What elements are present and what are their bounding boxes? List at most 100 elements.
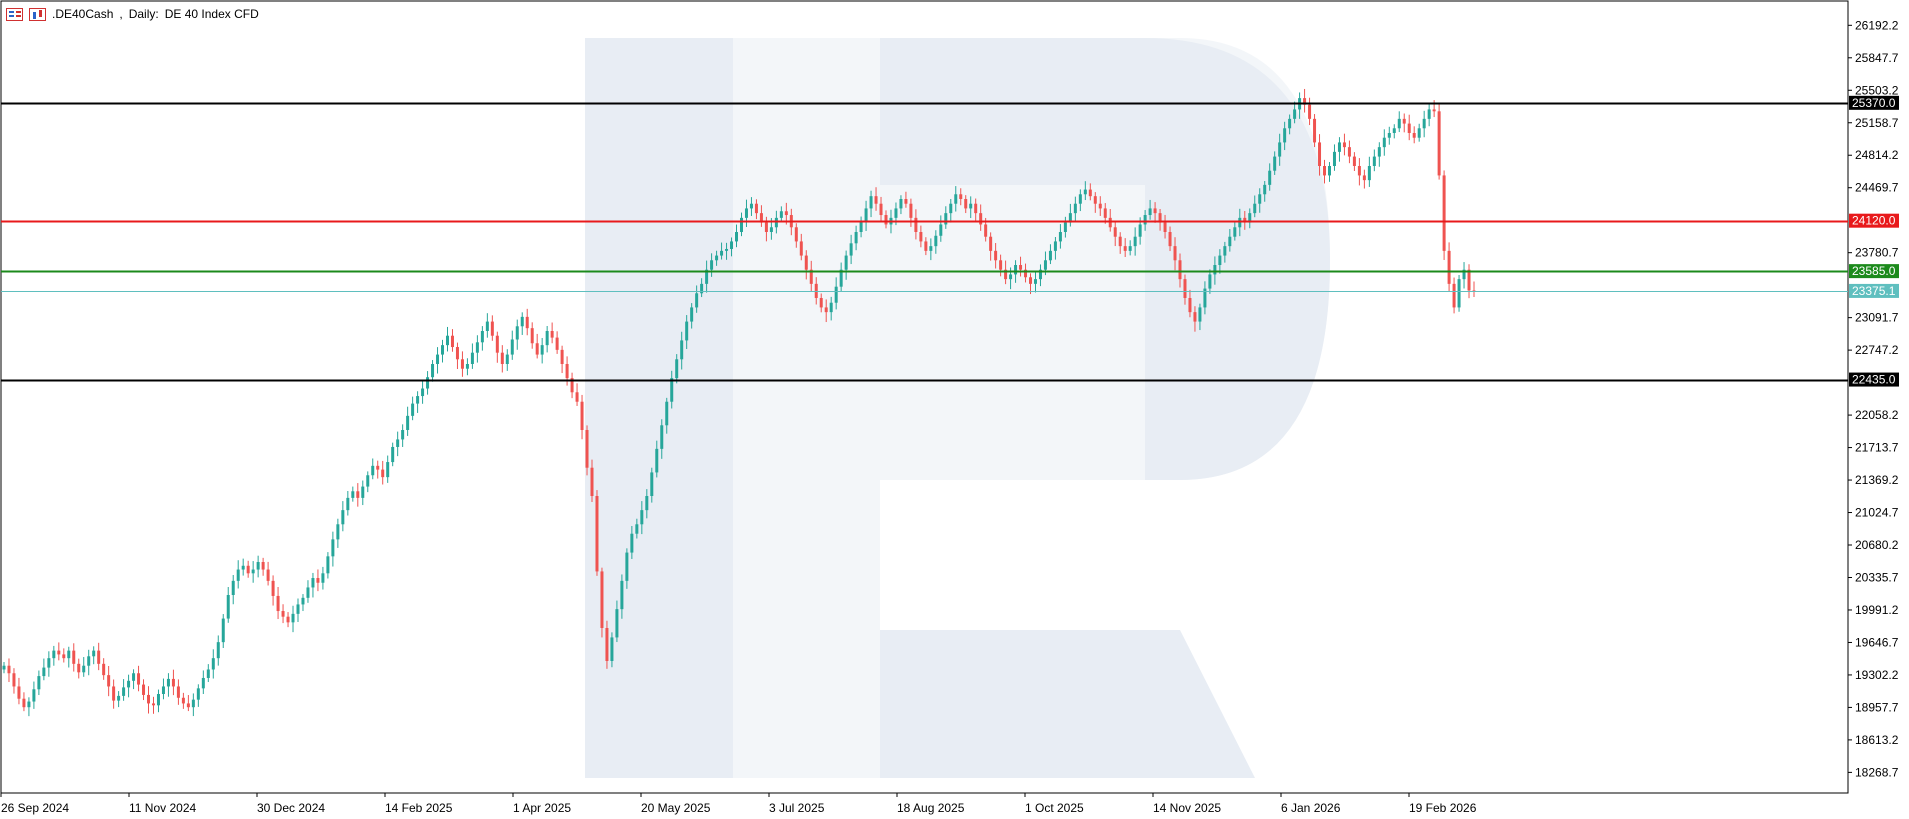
candle-body bbox=[1308, 104, 1312, 119]
candle-body bbox=[171, 678, 175, 687]
candle-body bbox=[426, 377, 430, 389]
candle-body bbox=[854, 232, 858, 244]
x-tick-label: 1 Apr 2025 bbox=[513, 801, 571, 815]
candle-body bbox=[475, 342, 479, 353]
candle-body bbox=[730, 241, 734, 249]
candle-body bbox=[1352, 156, 1356, 166]
candle-body bbox=[72, 650, 76, 664]
candle-body bbox=[251, 569, 255, 574]
candle-body bbox=[560, 349, 564, 364]
candle-body bbox=[406, 415, 410, 430]
candle-body bbox=[1417, 128, 1421, 138]
table-icon[interactable] bbox=[6, 7, 23, 21]
candle-body bbox=[769, 227, 773, 232]
candle-body bbox=[316, 578, 320, 583]
candle-body bbox=[42, 667, 46, 677]
watermark-bowl bbox=[1145, 38, 1330, 480]
candle-body bbox=[1058, 232, 1062, 242]
x-tick-label: 6 Jan 2026 bbox=[1281, 801, 1341, 815]
candle-body bbox=[1362, 175, 1366, 181]
candle-body bbox=[1457, 279, 1461, 308]
candle-body bbox=[1402, 118, 1406, 124]
candle-body bbox=[271, 580, 275, 596]
candle-body bbox=[904, 199, 908, 204]
candle-body bbox=[625, 552, 629, 581]
candle-body bbox=[151, 703, 155, 706]
candle-body bbox=[156, 694, 160, 706]
candle-body bbox=[1243, 217, 1247, 223]
candle-body bbox=[630, 533, 634, 553]
y-tick-label: 21369.2 bbox=[1855, 473, 1899, 487]
candle-body bbox=[371, 465, 375, 476]
y-tick-label: 18268.7 bbox=[1855, 765, 1899, 779]
candle-body bbox=[1377, 147, 1381, 157]
candle-body bbox=[470, 352, 474, 364]
candle-body bbox=[615, 609, 619, 638]
candle-body bbox=[331, 539, 335, 557]
candle-body bbox=[1048, 250, 1052, 261]
candle-body bbox=[640, 510, 644, 525]
candle-body bbox=[899, 199, 903, 209]
candle-body bbox=[286, 616, 290, 623]
candle-body bbox=[520, 316, 524, 327]
watermark-bar bbox=[585, 38, 733, 778]
candle-body bbox=[1258, 194, 1262, 204]
x-tick-label: 14 Feb 2025 bbox=[385, 801, 453, 815]
candle-body bbox=[1158, 213, 1162, 223]
candle-body bbox=[391, 446, 395, 463]
candle-body bbox=[1472, 290, 1476, 292]
candle-body bbox=[600, 571, 604, 628]
candle-body bbox=[147, 694, 151, 704]
candle-body bbox=[82, 665, 86, 673]
candles-icon[interactable] bbox=[29, 7, 46, 21]
candle-body bbox=[1293, 109, 1297, 119]
candle-body bbox=[545, 331, 549, 346]
candle-body bbox=[1327, 166, 1331, 176]
candle-body bbox=[1043, 260, 1047, 270]
candle-body bbox=[161, 686, 165, 694]
candle-body bbox=[744, 208, 748, 218]
candle-body bbox=[1083, 189, 1087, 195]
candle-body bbox=[1009, 274, 1013, 280]
candle-body bbox=[301, 597, 305, 605]
candle-body bbox=[87, 656, 91, 666]
candle-body bbox=[635, 524, 639, 534]
y-tick-label: 18613.2 bbox=[1855, 733, 1899, 747]
candle-body bbox=[864, 208, 868, 221]
candle-body bbox=[1153, 208, 1157, 214]
candle-body bbox=[231, 580, 235, 595]
candle-body bbox=[1283, 128, 1287, 143]
candle-body bbox=[1332, 151, 1336, 166]
candle-body bbox=[1198, 307, 1202, 322]
candle-body bbox=[1382, 137, 1386, 148]
candle-body bbox=[1103, 208, 1107, 218]
candle-body bbox=[97, 650, 101, 664]
candle-body bbox=[944, 213, 948, 225]
candle-body bbox=[186, 703, 190, 708]
candle-body bbox=[7, 665, 11, 674]
candle-body bbox=[445, 335, 449, 346]
candle-body bbox=[1387, 133, 1391, 138]
candle-body bbox=[1183, 279, 1187, 298]
candle-body bbox=[341, 510, 345, 525]
candle-body bbox=[1098, 203, 1102, 209]
instrument-label: DE 40 Index CFD bbox=[164, 7, 259, 21]
candle-body bbox=[1273, 156, 1277, 171]
candle-body bbox=[1278, 142, 1282, 157]
candle-body bbox=[849, 243, 853, 256]
candle-body bbox=[1452, 283, 1456, 308]
candle-body bbox=[216, 642, 220, 659]
candle-body bbox=[924, 241, 928, 251]
candle-body bbox=[530, 328, 534, 344]
price-tag-label: 22435.0 bbox=[1852, 373, 1896, 387]
candle-body bbox=[22, 698, 26, 708]
candle-body bbox=[1238, 217, 1242, 228]
candle-body bbox=[431, 364, 435, 378]
candle-body bbox=[416, 396, 420, 404]
candle-body bbox=[67, 650, 71, 659]
candle-body bbox=[92, 650, 96, 657]
candle-body bbox=[794, 227, 798, 242]
candle-body bbox=[759, 213, 763, 223]
